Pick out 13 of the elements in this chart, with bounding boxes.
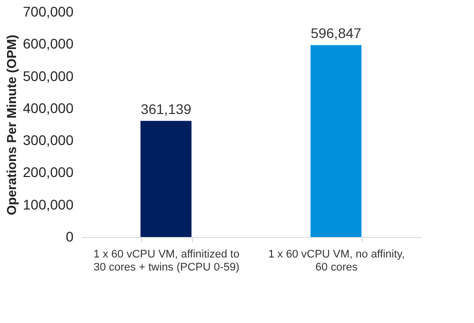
y-axis-title: Operations Per Minute (OPM) [4,34,19,216]
y-tick-label: 300,000 [22,132,74,148]
x-tick-label: 1 x 60 vCPU VM, no affinity, 60 cores [268,248,405,274]
data-label: 596,847 [310,25,362,42]
y-tick-label: 500,000 [22,68,74,84]
y-tick-label: 700,000 [22,4,74,20]
data-label: 361,139 [140,100,192,117]
y-tick-label: 0 [66,228,74,244]
x-tick-label: 1 x 60 vCPU VM, affinitized to 30 cores + twins (PCPU 0-59) [94,248,240,274]
y-tick-label: 400,000 [22,100,74,116]
y-tick-label: 200,000 [22,164,74,180]
y-tick-label: 600,000 [22,36,74,52]
y-tick-label: 100,000 [22,196,74,212]
